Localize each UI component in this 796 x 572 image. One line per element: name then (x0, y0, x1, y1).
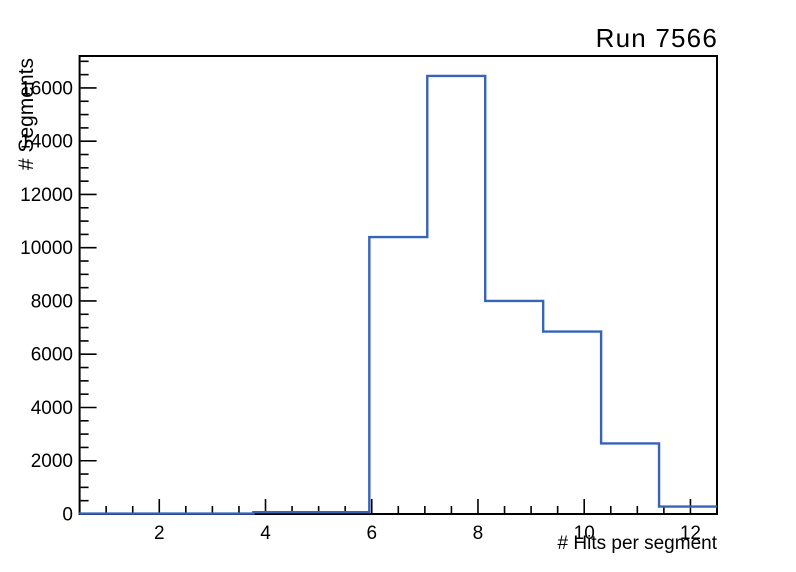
plot-frame (78, 55, 719, 515)
x-tick-label: 6 (366, 523, 377, 544)
y-tick-label: 0 (62, 505, 73, 526)
y-tick-label: 6000 (31, 345, 73, 366)
histogram-line (78, 74, 717, 515)
y-tick-label: 4000 (31, 398, 73, 419)
x-tick-label: 4 (260, 523, 271, 544)
x-axis-title: # Hits per segment (557, 533, 717, 554)
y-tick-label: 2000 (31, 451, 73, 472)
y-axis-title: # Segments (15, 58, 38, 171)
y-tick-label: 16000 (20, 78, 73, 99)
plot-title: Run 7566 (595, 23, 718, 53)
y-tick-label: 12000 (20, 185, 73, 206)
x-tick-label: 12 (680, 523, 701, 544)
y-tick-label: 8000 (31, 291, 73, 312)
x-tick-label: 8 (473, 523, 484, 544)
y-tick-label: 14000 (20, 132, 73, 153)
x-tick-label: 2 (154, 523, 165, 544)
y-tick-label: 10000 (20, 238, 73, 259)
x-tick-label: 10 (574, 523, 595, 544)
